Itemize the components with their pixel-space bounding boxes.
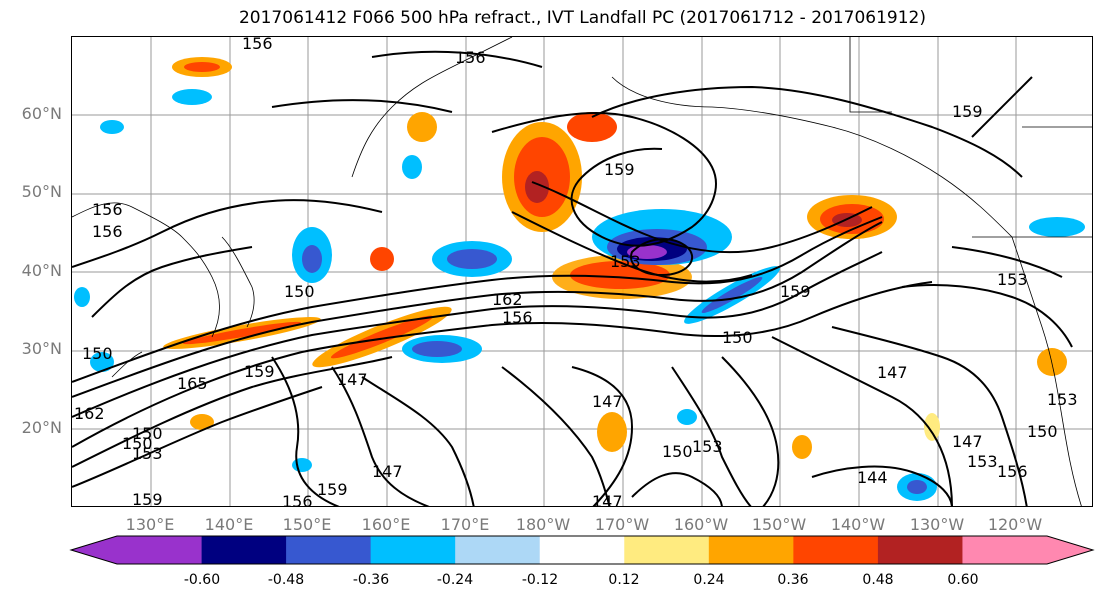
contour-label: 153 [967, 452, 998, 471]
contour-label: 159 [244, 362, 275, 381]
contour-label: 153 [997, 270, 1028, 289]
contour-label: 147 [372, 462, 403, 481]
lon-label: 170°E [440, 515, 490, 534]
colorbar-tick: -0.60 [183, 572, 221, 588]
colorbar-tick: 0.48 [862, 572, 894, 588]
contour-label: 153 [610, 252, 641, 271]
shaded-field [74, 57, 1085, 501]
colorbar-swatch [877, 536, 963, 564]
colorbar-swatch [286, 536, 372, 564]
contour-label: 159 [952, 102, 983, 121]
colorbar-swatch [201, 536, 287, 564]
contour-label: 159 [317, 480, 348, 499]
colorbar-swatch [539, 536, 625, 564]
contour-label: 150 [662, 442, 693, 461]
lat-label: 30°N [21, 339, 62, 358]
colorbar-swatch [962, 536, 1093, 564]
colorbar-tick: -0.36 [352, 572, 390, 588]
contour-label: 156 [997, 462, 1028, 481]
contour-labels: 156 156 159 159 153 156 156 162 156 150 … [74, 37, 1078, 507]
lon-label: 160°E [361, 515, 411, 534]
contour-label: 150 [122, 434, 153, 453]
contour-label: 150 [1027, 422, 1058, 441]
contour-label: 147 [592, 492, 623, 507]
colorbar-tick: -0.24 [436, 572, 474, 588]
lon-label: 150°W [751, 515, 807, 534]
lat-label: 50°N [21, 182, 62, 201]
map-panel: 156 156 159 159 153 156 156 162 156 150 … [71, 36, 1093, 507]
lon-label: 130°E [125, 515, 175, 534]
colorbar-swatch [624, 536, 710, 564]
colorbar-tick: -0.12 [521, 572, 559, 588]
contour-label: 153 [692, 437, 723, 456]
lon-label: 140°E [204, 515, 254, 534]
colorbar-swatch [71, 536, 202, 564]
contour-label: 159 [780, 282, 811, 301]
contour-label: 162 [74, 404, 105, 423]
lon-label: 140°W [830, 515, 886, 534]
contour-label: 162 [492, 290, 523, 309]
contour-label: 147 [877, 363, 908, 382]
map-canvas: 156 156 159 159 153 156 156 162 156 150 … [72, 37, 1092, 507]
contour-label: 150 [82, 344, 113, 363]
lat-label: 60°N [21, 104, 62, 123]
contour-label: 156 [92, 200, 123, 219]
lon-label: 120°W [987, 515, 1043, 534]
contour-label: 159 [604, 160, 635, 179]
contours [72, 50, 1073, 506]
colorbar-tick: 0.60 [947, 572, 979, 588]
contour-label: 150 [132, 424, 163, 443]
colorbar-tick: 0.24 [693, 572, 725, 588]
colorbar-swatch [708, 536, 794, 564]
plot-title: 2017061412 F066 500 hPa refract., IVT La… [238, 8, 926, 28]
lon-label: 130°W [909, 515, 965, 534]
contour-label: 156 [242, 37, 273, 53]
lon-label: 160°W [673, 515, 729, 534]
colorbar-tick: -0.48 [267, 572, 305, 588]
contour-label: 144 [857, 468, 888, 487]
contour-label: 153 [1047, 390, 1078, 409]
colorbar-swatches [69, 535, 1095, 565]
contour-label: 156 [282, 492, 313, 507]
colorbar-outline [69, 535, 1095, 565]
contour-label: 147 [592, 392, 623, 411]
colorbar-swatch [370, 536, 456, 564]
contour-label: 150 [722, 328, 753, 347]
colorbar-tick: 0.36 [777, 572, 809, 588]
contour-label: 150 [284, 282, 315, 301]
colorbar [69, 535, 1095, 565]
lat-label: 40°N [21, 261, 62, 280]
contour-label: 153 [132, 444, 163, 463]
colorbar-tick: 0.12 [608, 572, 640, 588]
colorbar-swatch [793, 536, 879, 564]
contour-label: 156 [455, 48, 486, 67]
lon-label: 180°W [515, 515, 571, 534]
lat-label: 20°N [21, 418, 62, 437]
contour-label: 156 [502, 308, 533, 327]
contour-label: 147 [952, 432, 983, 451]
contour-label: 147 [337, 370, 368, 389]
lon-label: 150°E [282, 515, 332, 534]
contour-label: 159 [132, 490, 163, 507]
contour-label: 165 [177, 374, 208, 393]
contour-label: 156 [92, 222, 123, 241]
colorbar-swatch [455, 536, 541, 564]
lon-label: 170°W [594, 515, 650, 534]
